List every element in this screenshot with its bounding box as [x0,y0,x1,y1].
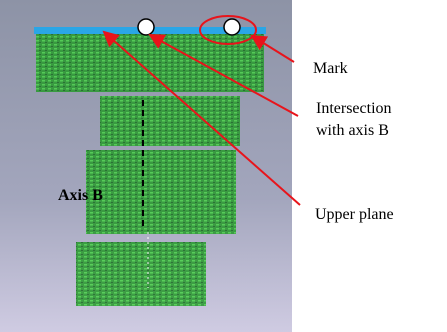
intersection-point [138,19,154,35]
figure: Axis B Mark Intersection with axis B Upp… [0,0,447,332]
page: Axis B Mark Intersection with axis B Upp… [0,0,447,332]
upper-plane-label: Upper plane [315,206,394,223]
mark-point [224,19,240,35]
intersection-label: Intersection [316,100,392,117]
mark-label: Mark [313,60,348,77]
axis-b-label: Axis B [58,187,103,204]
intersection-label: with axis B [316,122,389,139]
